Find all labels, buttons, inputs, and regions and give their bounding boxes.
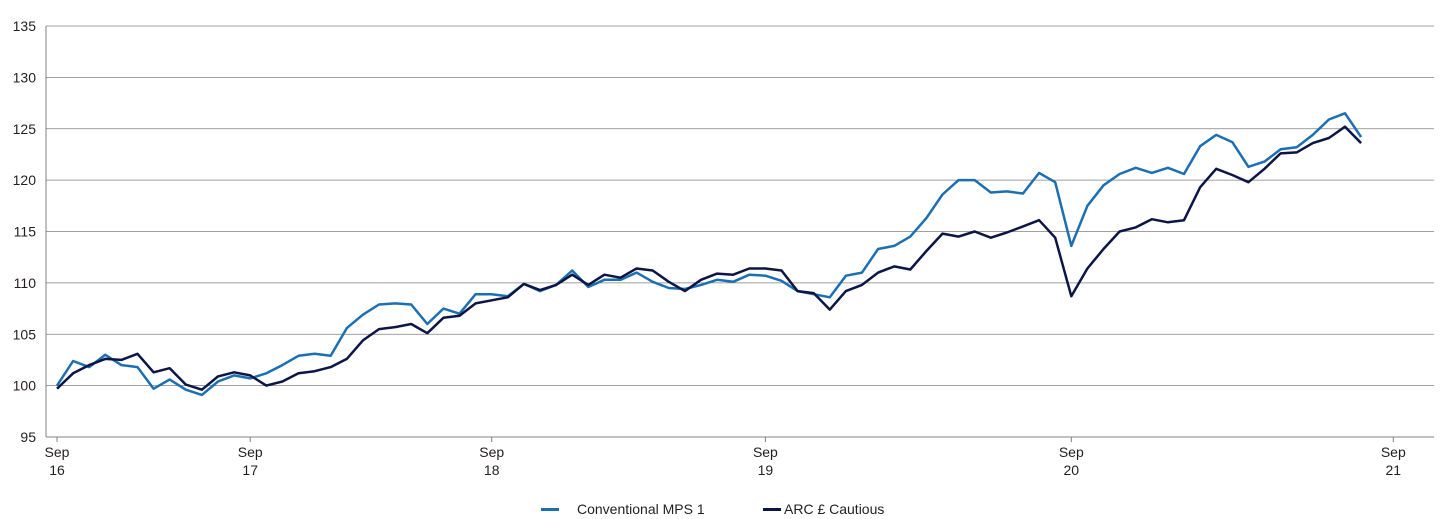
x-tick-label-year: 20 — [1064, 462, 1080, 478]
y-tick-label: 135 — [13, 18, 37, 34]
legend-label-arc-cautious: ARC £ Cautious — [784, 501, 885, 517]
y-tick-labels: 95 100 105 110 115 120 125 130 135 — [13, 18, 37, 445]
x-tick-label-month: Sep — [1059, 444, 1084, 460]
y-tick-label: 110 — [14, 275, 37, 291]
x-tick-label-year: 19 — [758, 462, 774, 478]
x-tick-label-month: Sep — [1381, 444, 1406, 460]
x-tick-label-year: 18 — [484, 462, 500, 478]
x-tick-label-month: Sep — [753, 444, 778, 460]
legend: Conventional MPS 1 ARC £ Cautious — [0, 500, 1440, 519]
x-tick-label-month: Sep — [479, 444, 504, 460]
legend-swatch-arc-cautious — [763, 508, 781, 511]
x-tick-label-year: 16 — [49, 462, 65, 478]
y-tick-label: 125 — [13, 121, 37, 137]
x-tick-label-month: Sep — [238, 444, 263, 460]
y-tick-label: 120 — [13, 172, 37, 188]
legend-item-arc-cautious: ARC £ Cautious — [763, 500, 884, 519]
series-lines — [55, 112, 1363, 397]
gridlines — [46, 25, 1434, 438]
x-tick-labels: Sep 16 Sep 17 Sep 18 Sep 19 Sep 20 Sep 21 — [45, 437, 1406, 478]
legend-swatch-conventional-mps-1 — [541, 508, 559, 511]
x-tick-label-month: Sep — [45, 444, 70, 460]
series-line-conventional-mps-1 — [55, 112, 1363, 397]
x-tick-label-year: 21 — [1386, 462, 1402, 478]
y-tick-label: 105 — [13, 326, 37, 342]
y-tick-label: 115 — [14, 224, 37, 240]
y-tick-label: 95 — [20, 429, 36, 445]
legend-item-conventional-mps-1: Conventional MPS 1 — [541, 500, 705, 519]
legend-label-conventional-mps-1: Conventional MPS 1 — [577, 501, 705, 517]
series-line-arc-cautious — [56, 125, 1362, 391]
x-tick-label-year: 17 — [242, 462, 258, 478]
y-tick-label: 130 — [13, 69, 37, 85]
y-tick-label: 100 — [13, 378, 37, 394]
